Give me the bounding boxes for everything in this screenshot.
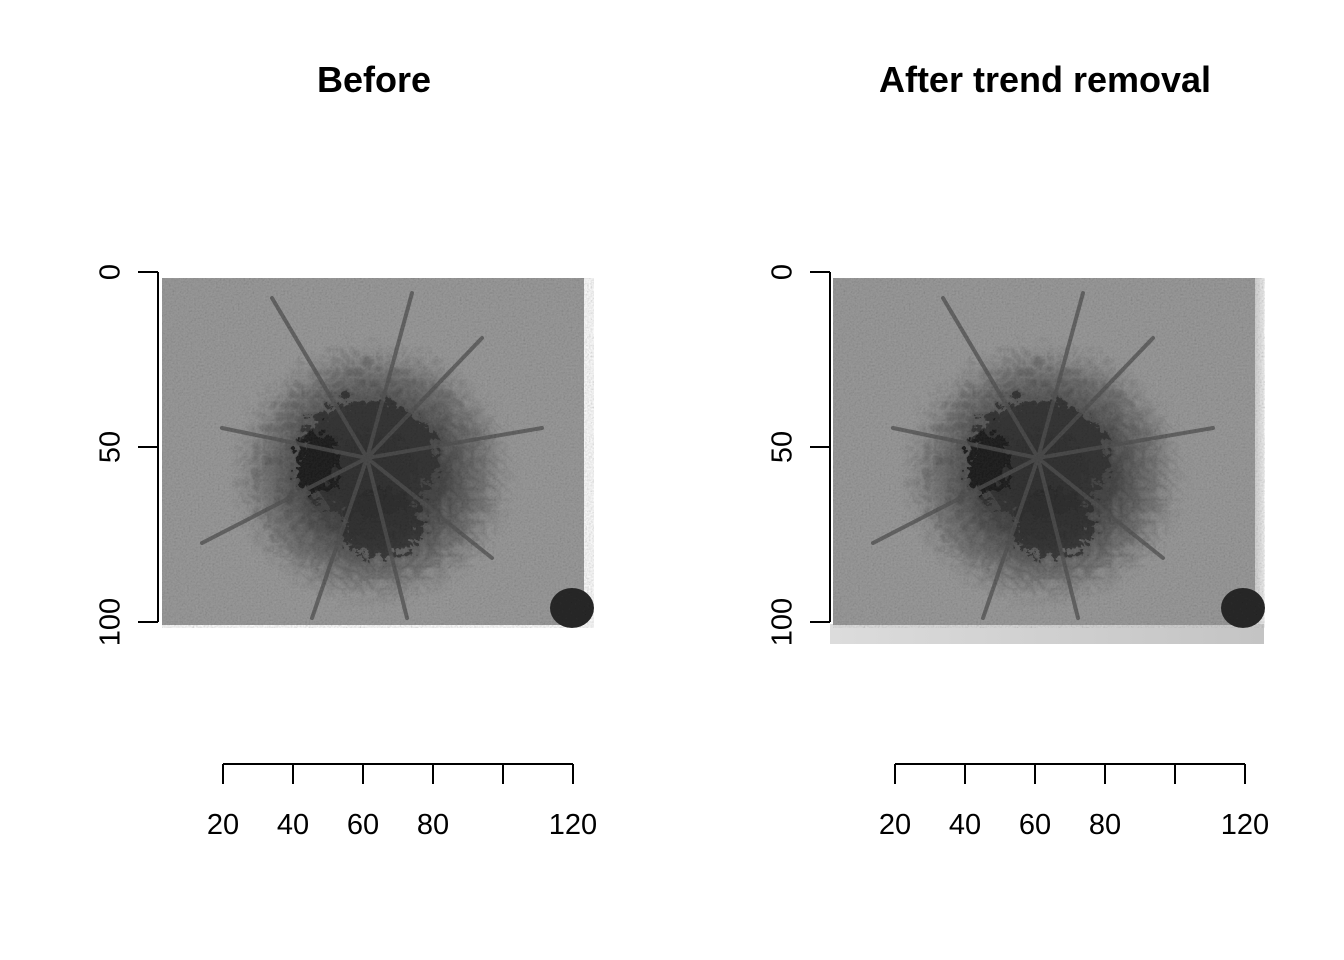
x-ticks: 20 40 60 80 120 [207,764,597,841]
image-area [162,278,594,628]
y-ticks: 0 50 100 [767,264,830,646]
trend-band-bottom [830,624,1264,644]
y-ticks: 0 50 100 [95,264,158,646]
y-tick-label: 0 [767,264,799,280]
panel-before: Before 0 50 100 20 40 60 80 120 [95,59,598,841]
trend-band-right [1254,278,1264,644]
x-axis: 20 40 60 80 120 [207,763,597,841]
x-tick-label: 20 [879,809,911,841]
panel-after-trend-removal: After trend removal 0 50 100 20 40 60 80 120 [767,59,1270,841]
x-tick-label: 120 [549,809,597,841]
x-tick-label: 60 [347,809,379,841]
x-tick-label: 60 [1019,809,1051,841]
chart-title: After trend removal [879,59,1211,100]
x-tick-label: 120 [1221,809,1269,841]
y-tick-label: 100 [95,598,127,646]
y-tick-label: 0 [95,264,127,280]
x-tick-label: 40 [949,809,981,841]
x-tick-label: 80 [417,809,449,841]
y-axis: 0 50 100 [95,264,159,646]
x-tick-label: 20 [207,809,239,841]
x-tick-label: 80 [1089,809,1121,841]
chart-title: Before [317,59,431,100]
y-tick-label: 50 [767,431,799,463]
x-ticks: 20 40 60 80 120 [879,764,1269,841]
image-area [830,278,1265,644]
x-axis: 20 40 60 80 120 [879,763,1269,841]
y-axis: 0 50 100 [767,264,831,646]
x-tick-label: 40 [277,809,309,841]
y-tick-label: 50 [95,431,127,463]
y-tick-label: 100 [767,598,799,646]
